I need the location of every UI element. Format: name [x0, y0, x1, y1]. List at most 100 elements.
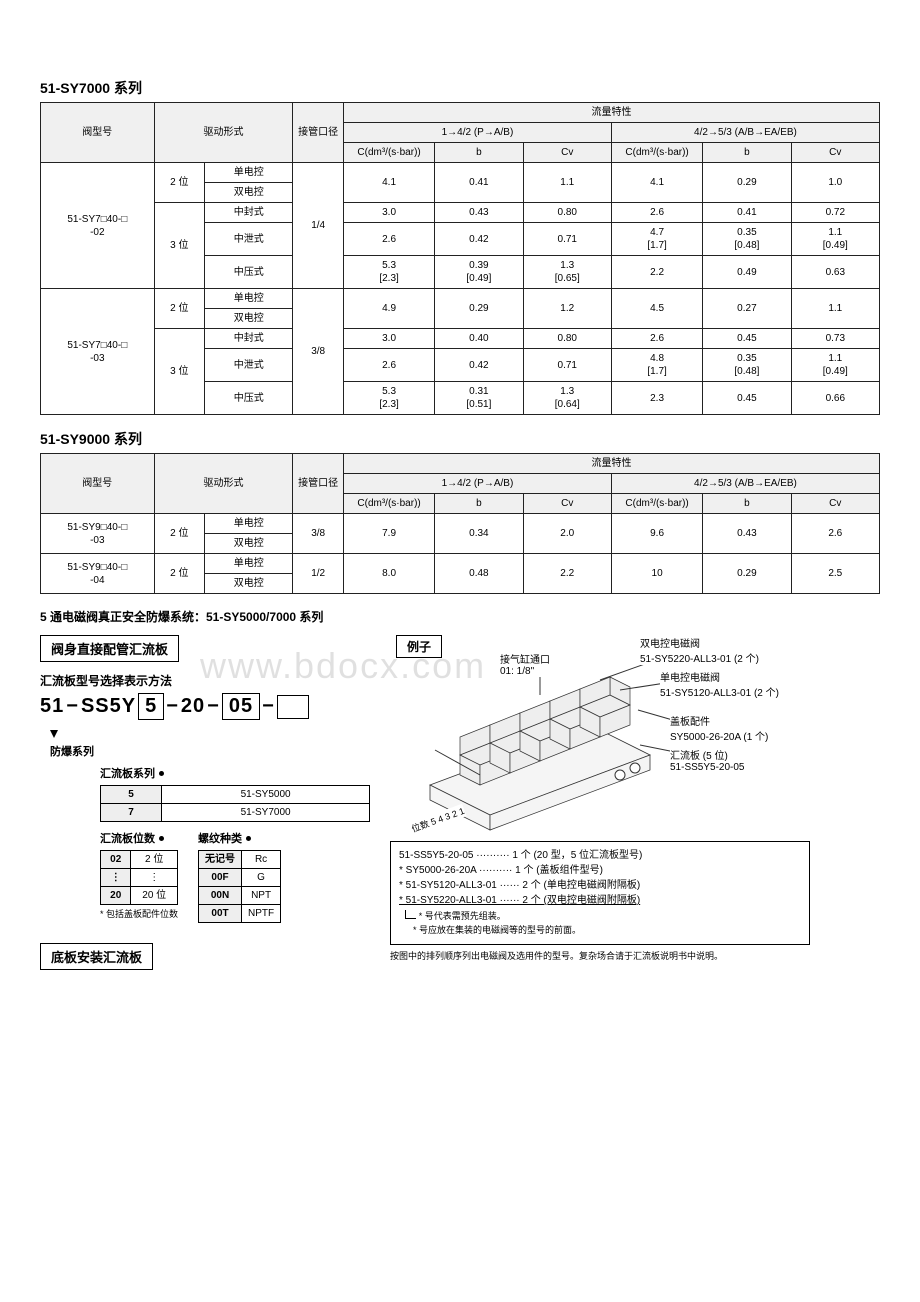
code-box-series: 5	[138, 693, 164, 720]
cell-port: 3/8	[293, 514, 343, 554]
cell-val: 0.40	[435, 329, 523, 349]
cell-val: 0.48	[435, 554, 523, 594]
bottom-note: 按图中的排列顺序列出电磁阀及选用件的型号。复杂场合请于汇流板说明书中说明。	[390, 949, 810, 962]
cell-drive: 双电控	[205, 183, 293, 203]
label-cover: 盖板配件 SY5000-26-20A (1 个)	[670, 713, 768, 743]
cell-val: 0.35[0.48]	[703, 349, 791, 382]
cell-val: 4.1	[611, 163, 702, 203]
cell: 7	[101, 804, 162, 822]
manifold-series-table: 551-SY5000 751-SY7000	[100, 785, 370, 822]
order-code: 51 − SS5Y 5 − 20 − 05 −	[40, 693, 370, 720]
cell: G	[242, 869, 281, 887]
cell: 51-SY5000	[162, 786, 370, 804]
cell-port: 1/4	[293, 163, 343, 289]
cell-val: 0.29	[703, 163, 791, 203]
order-line: 51-SS5Y5-20-05 ·········· 1 个 (20 型，5 位汇…	[399, 848, 801, 863]
cell-drive: 单电控	[205, 514, 293, 534]
cell-drive: 中压式	[205, 256, 293, 289]
cell-val: 0.41	[703, 203, 791, 223]
cell-val: 2.2	[611, 256, 702, 289]
th-abeaeb: 4/2→5/3 (A/B→EA/EB)	[611, 123, 879, 143]
label-manifold: 汇流板 (5 位) 51-SS5Y5-20-05	[670, 747, 745, 773]
section-title-sy7000: 51-SY7000 系列	[40, 78, 880, 98]
left-ordering-panel: 阀身直接配管汇流板 汇流板型号选择表示方法 51 − SS5Y 5 − 20 −…	[40, 635, 370, 970]
cell-model: 51-SY9□40-□-04	[41, 554, 155, 594]
cell-pos: 2 位	[154, 289, 204, 329]
th-model: 阀型号	[41, 454, 155, 514]
cell: 2 位	[131, 851, 178, 869]
cell: 51-SY7000	[162, 804, 370, 822]
table-sy7000: 阀型号 驱动形式 接管口径 流量特性 1→4/2 (P→A/B) 4/2→5/3…	[40, 102, 880, 415]
cell-model: 51-SY7□40-□-02	[41, 163, 155, 289]
cell-val: 1.1	[523, 163, 611, 203]
cell: 5	[101, 786, 162, 804]
cell-val: 4.8[1.7]	[611, 349, 702, 382]
ordering-instruction: 汇流板型号选择表示方法	[40, 672, 370, 689]
cell-drive: 中泄式	[205, 223, 293, 256]
cell-pos: 2 位	[154, 514, 204, 554]
stations-table: 022 位 ⋮⋮ 2020 位	[100, 850, 178, 905]
th-port: 接管口径	[293, 103, 343, 163]
code-dash: −	[66, 695, 79, 718]
cell-val: 2.3	[611, 382, 702, 415]
cell-pos: 2 位	[154, 554, 204, 594]
cell-val: 0.34	[435, 514, 523, 554]
cell-drive: 单电控	[205, 554, 293, 574]
code-dash: −	[166, 695, 179, 718]
cell-val: 0.29	[435, 289, 523, 329]
bullet-icon	[159, 771, 164, 776]
cell: 00N	[199, 887, 242, 905]
cell-val: 0.80	[523, 203, 611, 223]
cell-pos: 3 位	[154, 329, 204, 415]
cell-val: 0.43	[703, 514, 791, 554]
code-dash: −	[207, 695, 220, 718]
cell-val: 0.63	[791, 256, 879, 289]
th-cv: Cv	[523, 143, 611, 163]
order-line: * 51-SY5120-ALL3-01 ······ 2 个 (单电控电磁阀附隔…	[399, 878, 801, 893]
manifold-series-label: 汇流板系列	[100, 765, 370, 781]
cell-val: 0.73	[791, 329, 879, 349]
box-direct-piping: 阀身直接配管汇流板	[40, 635, 179, 662]
code-box-stations: 05	[222, 693, 260, 720]
cell-drive: 双电控	[205, 534, 293, 554]
th-abeaeb: 4/2→5/3 (A/B→EA/EB)	[611, 474, 879, 494]
box-base-mount: 底板安装汇流板	[40, 943, 153, 970]
cell-drive: 中封式	[205, 203, 293, 223]
cell-val: 1.1	[791, 289, 879, 329]
th-flow: 流量特性	[343, 454, 879, 474]
cell-val: 0.45	[703, 382, 791, 415]
th-b: b	[703, 143, 791, 163]
th-flow: 流量特性	[343, 103, 879, 123]
cell-val: 2.5	[791, 554, 879, 594]
cell-port: 3/8	[293, 289, 343, 415]
cell: NPT	[242, 887, 281, 905]
cell-val: 2.6	[343, 223, 434, 256]
cell-val: 0.43	[435, 203, 523, 223]
cell-val: 0.27	[703, 289, 791, 329]
cell-val: 4.7[1.7]	[611, 223, 702, 256]
order-list-box: 51-SS5Y5-20-05 ·········· 1 个 (20 型，5 位汇…	[390, 841, 810, 945]
cell-val: 4.5	[611, 289, 702, 329]
cell-val: 0.31[0.51]	[435, 382, 523, 415]
cell-drive: 中封式	[205, 329, 293, 349]
note-line: * 号应放在集装的电磁阀等的型号的前面。	[413, 924, 801, 938]
table-sy9000: 阀型号 驱动形式 接管口径 流量特性 1→4/2 (P→A/B) 4/2→5/3…	[40, 453, 880, 594]
cell-val: 8.0	[343, 554, 434, 594]
label-double: 双电控电磁阀 51-SY5220-ALL3-01 (2 个)	[640, 635, 759, 665]
right-example-panel: 例子	[390, 635, 810, 970]
cell-val: 1.1[0.49]	[791, 349, 879, 382]
cell: 02	[101, 851, 131, 869]
cell-val: 0.49	[703, 256, 791, 289]
cell-drive: 双电控	[205, 574, 293, 594]
arrow-down-icon	[50, 730, 58, 738]
cell-drive: 单电控	[205, 163, 293, 183]
th-c: C(dm³/(s·bar))	[611, 143, 702, 163]
cell-drive: 中泄式	[205, 349, 293, 382]
cell: ⋮	[101, 869, 131, 887]
cell-val: 7.9	[343, 514, 434, 554]
cell: 00T	[199, 905, 242, 923]
th-cv: Cv	[791, 494, 879, 514]
note-line: * 号代表需预先组装。	[419, 911, 506, 921]
th-pab: 1→4/2 (P→A/B)	[343, 123, 611, 143]
cell-val: 1.2	[523, 289, 611, 329]
